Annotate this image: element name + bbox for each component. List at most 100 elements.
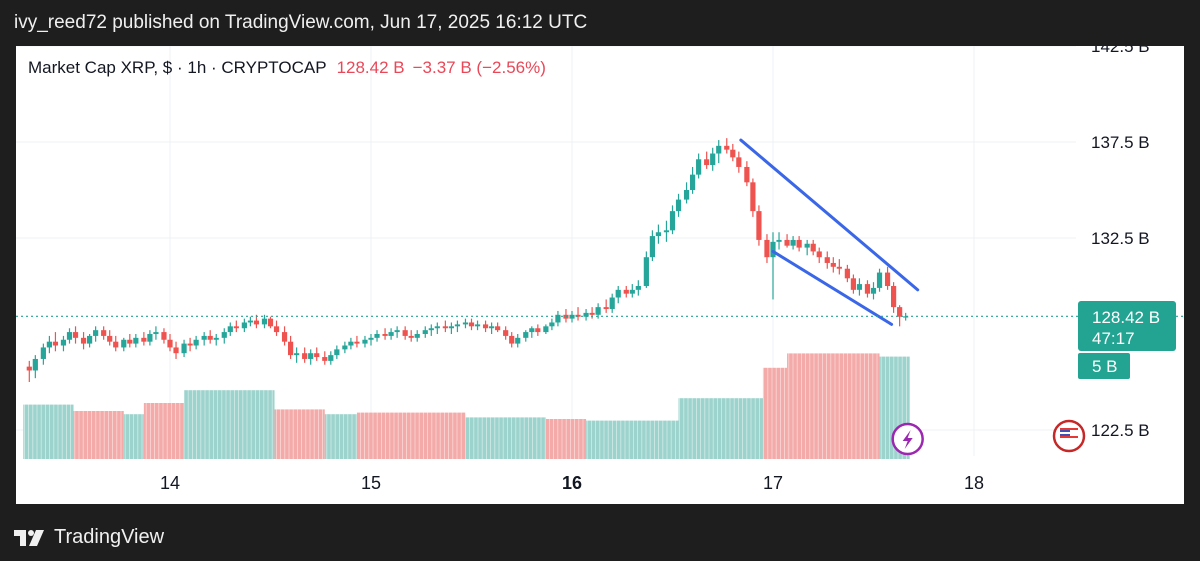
- candle-body: [428, 328, 434, 331]
- candle-body: [181, 343, 187, 354]
- x-axis-tick-label: 14: [160, 473, 180, 493]
- flag-stripe-icon: [1060, 436, 1078, 438]
- candle-body: [790, 239, 796, 246]
- chart-legend: Market Cap XRP, $ · 1h · CRYPTOCAP 128.42…: [28, 58, 546, 78]
- candle-body: [261, 318, 268, 325]
- candle-body: [730, 149, 736, 158]
- volume-bar: [324, 414, 357, 459]
- candle-body: [414, 334, 420, 338]
- candle-body: [549, 322, 555, 327]
- candle-body: [810, 243, 816, 252]
- candle-body: [167, 339, 173, 348]
- candle-body: [609, 297, 615, 310]
- candle-body: [629, 289, 635, 294]
- candle-body: [66, 332, 73, 340]
- candle-body: [141, 337, 147, 342]
- candle-body: [655, 232, 662, 237]
- candle-body: [643, 257, 649, 286]
- candle-body: [394, 330, 400, 333]
- candle-body: [442, 326, 448, 329]
- candle-body: [32, 358, 38, 371]
- candle-body: [107, 335, 113, 342]
- footer: TradingView: [0, 504, 1200, 561]
- candle-body: [482, 324, 489, 329]
- y-axis-tick-label: 137.5 B: [1091, 133, 1150, 152]
- candle-body: [322, 357, 328, 361]
- candle-body: [294, 353, 300, 356]
- candle-body: [161, 332, 167, 340]
- candle-body: [830, 262, 836, 267]
- candle-body: [462, 322, 469, 325]
- candle-body: [509, 335, 515, 344]
- volume-bar: [184, 390, 275, 459]
- trend-line: [771, 249, 894, 326]
- candle-body: [903, 316, 909, 318]
- candle-body: [342, 345, 348, 350]
- candle-body: [669, 211, 676, 231]
- candle-body: [796, 239, 802, 248]
- candle-body: [583, 312, 589, 317]
- candle-body: [704, 159, 710, 166]
- candle-body: [87, 335, 93, 344]
- candle-body: [716, 145, 722, 154]
- volume-tag-value: 5 B: [1092, 357, 1118, 376]
- candle-body: [72, 332, 79, 338]
- x-axis-tick-label: 15: [361, 473, 381, 493]
- candle-body: [489, 326, 495, 329]
- candle-body: [52, 341, 59, 346]
- candle-body: [328, 355, 334, 361]
- candle-body: [454, 324, 461, 327]
- candle-body: [515, 337, 521, 344]
- volume-bar: [73, 411, 124, 459]
- candle-body: [422, 330, 428, 334]
- candle-body: [523, 332, 529, 338]
- candle-body: [241, 322, 247, 329]
- candle-body: [60, 339, 67, 346]
- candle-body: [40, 347, 46, 359]
- candle-body: [193, 339, 199, 346]
- candle-body: [589, 312, 595, 315]
- flag-stripe-icon: [1060, 440, 1078, 442]
- publisher-line: ivy_reed72 published on TradingView.com,…: [14, 12, 588, 33]
- candle-body: [348, 341, 354, 346]
- candle-body: [804, 243, 810, 248]
- y-axis-tick-label: 142.5 B: [1091, 46, 1150, 56]
- candle-body: [227, 326, 233, 333]
- chart-area[interactable]: 142.5 B 137.5 B 132.5 B 122.5 B 14 15 16 17 18 12…: [16, 46, 1184, 504]
- candle-body: [683, 190, 690, 200]
- candle-body: [891, 286, 897, 308]
- volume-bar: [143, 403, 185, 459]
- tradingview-logo-icon: [14, 529, 44, 546]
- candle-body: [147, 334, 153, 342]
- candle-body: [173, 347, 179, 354]
- candlestick-chart[interactable]: 142.5 B 137.5 B 132.5 B 122.5 B 14 15 16 17 18 12…: [16, 46, 1184, 504]
- candle-body: [93, 330, 99, 336]
- volume-bar: [465, 417, 546, 459]
- candle-body: [897, 307, 903, 317]
- candle-body: [80, 337, 87, 344]
- volume-bar: [678, 398, 763, 459]
- candle-body: [856, 284, 863, 290]
- candle-body: [388, 332, 394, 336]
- tradingview-brand[interactable]: TradingView: [14, 526, 164, 549]
- candle-body: [535, 328, 541, 333]
- candle-body: [302, 353, 308, 359]
- publisher-bar: ivy_reed72 published on TradingView.com,…: [0, 0, 1200, 46]
- y-axis-tick-label: 132.5 B: [1091, 229, 1150, 248]
- y-axis-tick-label: 122.5 B: [1091, 421, 1150, 440]
- brand-label: TradingView: [54, 526, 165, 548]
- candle-body: [207, 335, 213, 340]
- candle-body: [824, 257, 830, 263]
- candle-body: [675, 199, 682, 212]
- candle-body: [784, 239, 790, 246]
- candle-body: [563, 314, 569, 319]
- candle-body: [113, 341, 119, 348]
- candle-body: [121, 339, 127, 348]
- candle-body: [870, 287, 877, 294]
- candle-body: [850, 278, 856, 290]
- price-tag-countdown: 47:17: [1092, 329, 1135, 348]
- candle-body: [101, 330, 107, 336]
- candle-body: [816, 251, 822, 258]
- candle-body: [776, 239, 782, 242]
- candle-body: [362, 339, 368, 344]
